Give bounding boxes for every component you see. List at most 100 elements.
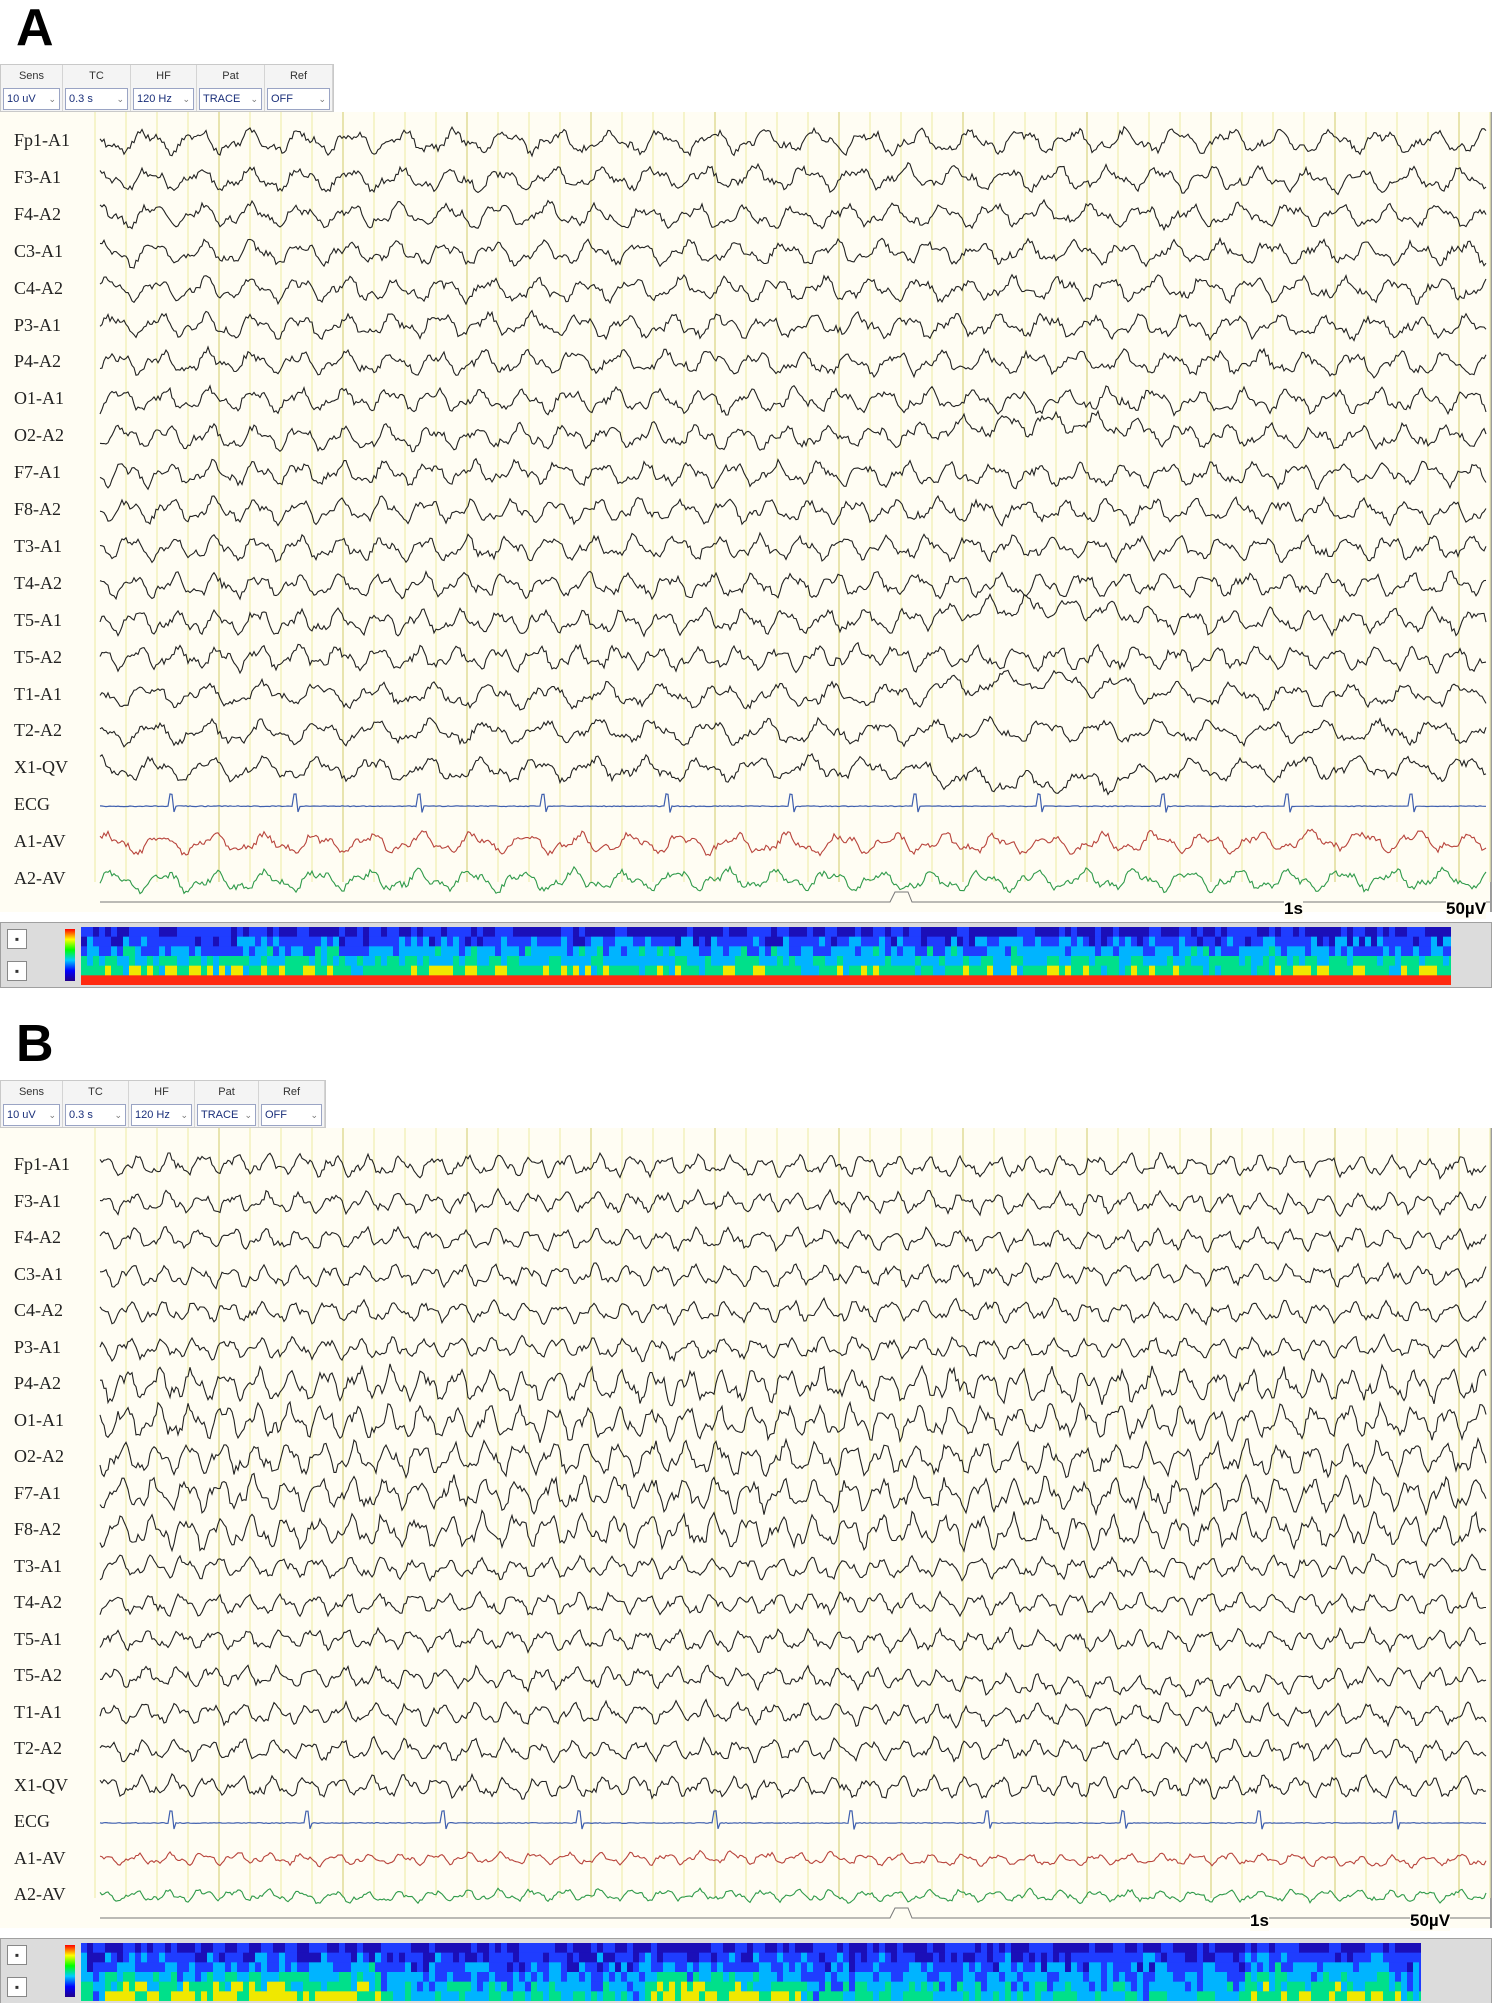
spectrogram-cell	[153, 965, 160, 976]
spectrogram-cell	[1323, 1962, 1330, 1973]
square-button-icon[interactable]: ▪	[7, 929, 27, 949]
spectrogram-cell	[615, 965, 622, 976]
spectrogram-cell	[933, 1943, 940, 1954]
spectrogram-cell	[1173, 1991, 1180, 2001]
spectrogram-cell	[1203, 956, 1210, 967]
channel-label: X1-QV	[14, 1774, 68, 1795]
pat-select[interactable]: TRACE ⌄	[199, 88, 262, 110]
spectrogram-cell	[117, 1962, 124, 1973]
spectrogram-cell	[447, 1952, 454, 1963]
spectrogram-cell	[327, 946, 334, 957]
channel-label: T1-A1	[14, 683, 62, 704]
tc-select[interactable]: 0.3 s ⌄	[65, 88, 128, 110]
pat-select[interactable]: TRACE ⌄	[197, 1104, 256, 1126]
spectrogram-cell	[993, 927, 1000, 938]
spectrogram-cell	[99, 1991, 106, 2001]
spectrogram-cell	[759, 956, 766, 967]
spectrogram-cell	[771, 1962, 778, 1973]
spectrogram-cell	[939, 1981, 946, 1992]
spectrogram-cell	[1335, 1981, 1342, 1992]
spectrogram-cell	[483, 965, 490, 976]
spectrogram-cell	[285, 1943, 292, 1954]
spectrogram-cell	[993, 975, 1000, 985]
square-button-icon[interactable]: ▪	[7, 961, 27, 981]
spectrogram-cell	[1017, 1991, 1024, 2001]
spectrogram-cell	[327, 975, 334, 985]
spectrogram-cell	[771, 927, 778, 938]
spectrogram-cell	[297, 1981, 304, 1992]
spectrogram-cell	[1395, 927, 1402, 938]
spectrogram-cell	[999, 1991, 1006, 2001]
spectrogram-cell	[885, 1991, 892, 2001]
spectrogram-cell	[1101, 927, 1108, 938]
ref-select[interactable]: OFF ⌄	[267, 88, 330, 110]
spectrogram-cell	[831, 1991, 838, 2001]
spectrogram-cell	[495, 1943, 502, 1954]
spectrogram-cell	[363, 1943, 370, 1954]
spectrogram-cell	[465, 1943, 472, 1954]
spectrogram-cell	[849, 927, 856, 938]
spectrogram-cell	[783, 1952, 790, 1963]
spectrogram-cell	[543, 1991, 550, 2001]
spectrogram-cell	[183, 975, 190, 985]
spectrogram-cell	[903, 927, 910, 938]
square-button-icon[interactable]: ▪	[7, 1977, 27, 1997]
square-button-icon[interactable]: ▪	[7, 1945, 27, 1965]
spectrogram-cell	[975, 1991, 982, 2001]
spectrogram-cell	[1281, 946, 1288, 957]
spectrogram-cell	[1161, 975, 1168, 985]
spectrogram-cell	[1065, 975, 1072, 985]
spectrogram-cell	[399, 965, 406, 976]
spectrogram-cell	[189, 936, 196, 947]
spectrogram-cell	[933, 1991, 940, 2001]
spectrogram-bar[interactable]: ▪ ▪	[0, 922, 1492, 988]
spectrogram-cell	[1203, 1991, 1210, 2001]
spectrogram-cell	[1395, 936, 1402, 947]
spectrogram-cell	[675, 956, 682, 967]
spectrogram-cell	[1065, 1952, 1072, 1963]
sens-select[interactable]: 10 uV ⌄	[3, 88, 60, 110]
channel-label: Fp1-A1	[14, 1154, 71, 1174]
spectrogram-cell	[81, 946, 88, 957]
eeg-trace-area[interactable]: Fp1-A1 F3-A1 F4-A2 C3-A1 C4-A2 P3-A1 P4-A2 O1-A…	[0, 1128, 1492, 1931]
spectrogram-cell	[933, 927, 940, 938]
spectrogram-cell	[1197, 1943, 1204, 1954]
ref-select[interactable]: OFF ⌄	[261, 1104, 322, 1126]
spectrogram-cell	[723, 956, 730, 967]
spectrogram-cell	[459, 975, 466, 985]
spectrogram-cell	[219, 1972, 226, 1983]
spectrogram-cell	[441, 956, 448, 967]
hf-select[interactable]: 120 Hz ⌄	[131, 1104, 192, 1126]
spectrogram-cell	[741, 956, 748, 967]
pat-group: Pat TRACE ⌄	[195, 1081, 259, 1127]
spectrogram-cell	[1065, 1962, 1072, 1973]
spectrogram-cell	[345, 956, 352, 967]
spectrogram-cell	[729, 1962, 736, 1973]
spectrogram-cell	[825, 946, 832, 957]
spectrogram-cell	[1299, 956, 1306, 967]
spectrogram-cell	[1119, 1962, 1126, 1973]
spectrogram-cell	[1383, 936, 1390, 947]
spectrogram-bar[interactable]: ▪ ▪	[0, 1938, 1492, 2003]
spectrogram-cell	[225, 1991, 232, 2001]
spectrogram-cell	[543, 1962, 550, 1973]
spectrogram-cell	[345, 1991, 352, 2001]
spectrogram-cell	[117, 1943, 124, 1954]
spectrogram-cell	[951, 936, 958, 947]
channel-label: A1-AV	[14, 831, 66, 852]
spectrogram-cell	[585, 936, 592, 947]
sens-select[interactable]: 10 uV ⌄	[3, 1104, 60, 1126]
spectrogram-cell	[885, 1952, 892, 1963]
spectrogram-cell	[459, 965, 466, 976]
spectrogram-cell	[117, 956, 124, 967]
tc-select[interactable]: 0.3 s ⌄	[65, 1104, 126, 1126]
spectrogram-cell	[645, 1991, 652, 2001]
hf-select[interactable]: 120 Hz ⌄	[133, 88, 194, 110]
spectrogram-cell	[723, 927, 730, 938]
spectrogram-cell	[1215, 1952, 1222, 1963]
spectrogram-cell	[1329, 946, 1336, 957]
spectrogram-cell	[387, 1972, 394, 1983]
eeg-trace-area[interactable]: Fp1-A1 F3-A1 F4-A2 C3-A1 C4-A2 P3-A1 P4-A2 O1-A…	[0, 112, 1492, 919]
spectrogram-cell	[195, 975, 202, 985]
spectrogram-cell	[1221, 956, 1228, 967]
